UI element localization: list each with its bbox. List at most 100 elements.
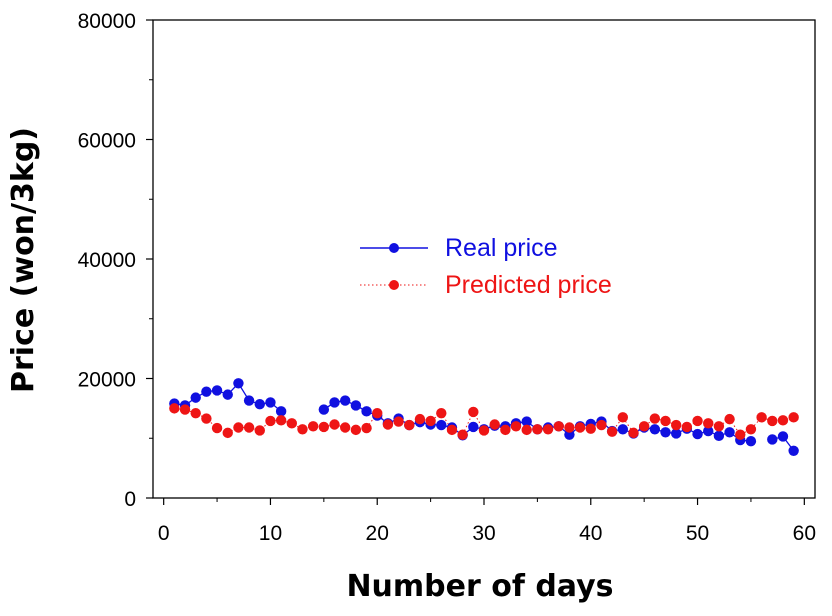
predicted-price-point bbox=[596, 419, 607, 431]
predicted-price-point bbox=[681, 421, 693, 433]
y-tick-label: 80000 bbox=[78, 10, 136, 33]
series-layer bbox=[169, 378, 799, 456]
real-price-point bbox=[777, 431, 789, 442]
predicted-price-point bbox=[372, 407, 383, 419]
predicted-price-point bbox=[628, 427, 639, 439]
real-price-point bbox=[243, 395, 255, 406]
predicted-price-point bbox=[414, 413, 426, 425]
predicted-price-point bbox=[788, 412, 799, 423]
x-tick-label: 60 bbox=[793, 522, 816, 545]
predicted-price-point bbox=[436, 407, 447, 419]
predicted-price-point bbox=[318, 421, 330, 433]
real-price-point bbox=[190, 392, 201, 403]
real-price-point bbox=[670, 428, 682, 439]
real-price-point bbox=[724, 427, 735, 438]
y-axis-ticks: 0 20000 40000 60000 80000 bbox=[78, 10, 153, 511]
real-price-point bbox=[617, 424, 629, 435]
predicted-price-point bbox=[500, 424, 511, 436]
predicted-price-point bbox=[425, 415, 436, 427]
predicted-price-point bbox=[542, 424, 554, 435]
predicted-price-point bbox=[767, 415, 778, 427]
predicted-price-point bbox=[393, 416, 404, 427]
y-tick-label: 0 bbox=[124, 488, 136, 511]
real-price-point bbox=[211, 385, 223, 396]
predicted-price-point bbox=[404, 419, 415, 431]
predicted-price-point bbox=[179, 404, 191, 415]
real-price-point bbox=[468, 421, 479, 433]
real-price-point bbox=[436, 419, 447, 431]
predicted-price-point bbox=[703, 418, 714, 429]
predicted-price-point bbox=[745, 424, 757, 435]
real-price-point bbox=[201, 386, 212, 397]
x-tick-label: 20 bbox=[366, 522, 389, 545]
real-price-point bbox=[350, 400, 362, 411]
real-price-point bbox=[713, 430, 725, 442]
predicted-price-point bbox=[211, 422, 223, 434]
y-axis-title: Price (won/3kg) bbox=[6, 127, 41, 393]
predicted-price-point bbox=[735, 429, 746, 440]
predicted-price-point bbox=[382, 419, 394, 430]
real-price-point bbox=[318, 404, 330, 415]
predicted-price-point bbox=[670, 419, 682, 431]
legend: Real price Predicted price bbox=[360, 234, 612, 299]
x-axis-ticks: 0 10 20 30 40 50 60 bbox=[158, 498, 816, 545]
predicted-price-point bbox=[649, 413, 661, 424]
predicted-price-point bbox=[446, 424, 458, 436]
predicted-price-point bbox=[606, 426, 618, 437]
predicted-price-point bbox=[574, 422, 586, 433]
x-tick-label: 50 bbox=[686, 522, 709, 545]
real-price-point bbox=[660, 427, 671, 438]
predicted-price-point bbox=[275, 415, 287, 426]
real-price-point bbox=[233, 378, 244, 389]
predicted-price-point bbox=[692, 415, 703, 427]
real-price-point bbox=[788, 445, 799, 456]
predicted-price-point bbox=[521, 424, 532, 436]
predicted-price-point bbox=[243, 422, 255, 433]
predicted-price-point bbox=[777, 415, 789, 426]
predicted-price-point bbox=[457, 429, 468, 440]
legend-real-price-marker bbox=[389, 243, 399, 253]
real-price-point bbox=[361, 406, 372, 417]
predicted-price-point bbox=[297, 424, 308, 435]
predicted-price-point bbox=[307, 421, 319, 432]
real-price-point bbox=[564, 429, 575, 440]
real-price-point bbox=[767, 434, 778, 445]
predicted-price-point bbox=[478, 425, 490, 436]
predicted-price-point bbox=[724, 413, 735, 425]
predicted-price-point bbox=[713, 421, 725, 432]
y-tick-label: 40000 bbox=[78, 249, 136, 272]
real-price-point bbox=[521, 416, 532, 427]
predicted-price-point bbox=[468, 406, 479, 418]
predicted-price-point bbox=[361, 422, 372, 434]
legend-predicted-price-label: Predicted price bbox=[445, 271, 612, 299]
real-price-point bbox=[745, 436, 757, 447]
predicted-price-point bbox=[329, 419, 340, 430]
predicted-price-point bbox=[169, 403, 180, 414]
x-tick-label: 30 bbox=[472, 522, 495, 545]
real-price-point bbox=[692, 428, 703, 440]
predicted-price-point bbox=[532, 424, 543, 435]
predicted-price-point bbox=[510, 421, 522, 432]
x-axis-title: Number of days bbox=[346, 569, 613, 604]
predicted-price-point bbox=[564, 422, 575, 433]
x-tick-label: 40 bbox=[579, 522, 602, 545]
real-price-point bbox=[703, 425, 714, 437]
predicted-price-point bbox=[286, 418, 298, 429]
predicted-price-point bbox=[254, 425, 265, 436]
predicted-price-point bbox=[553, 421, 564, 432]
predicted-price-point bbox=[201, 413, 212, 424]
real-price-point bbox=[265, 397, 276, 408]
real-price-point bbox=[275, 406, 287, 417]
predicted-price-point bbox=[339, 422, 351, 433]
predicted-price-point bbox=[190, 407, 201, 419]
real-price-point bbox=[222, 389, 233, 400]
y-tick-label: 60000 bbox=[78, 130, 136, 153]
predicted-price-point bbox=[350, 424, 362, 436]
predicted-price-point bbox=[756, 412, 767, 423]
legend-predicted-price-marker bbox=[389, 280, 399, 290]
y-tick-label: 20000 bbox=[78, 369, 136, 392]
real-price-point bbox=[254, 398, 265, 410]
predicted-price-point bbox=[222, 427, 233, 439]
predicted-price-point bbox=[489, 419, 500, 430]
